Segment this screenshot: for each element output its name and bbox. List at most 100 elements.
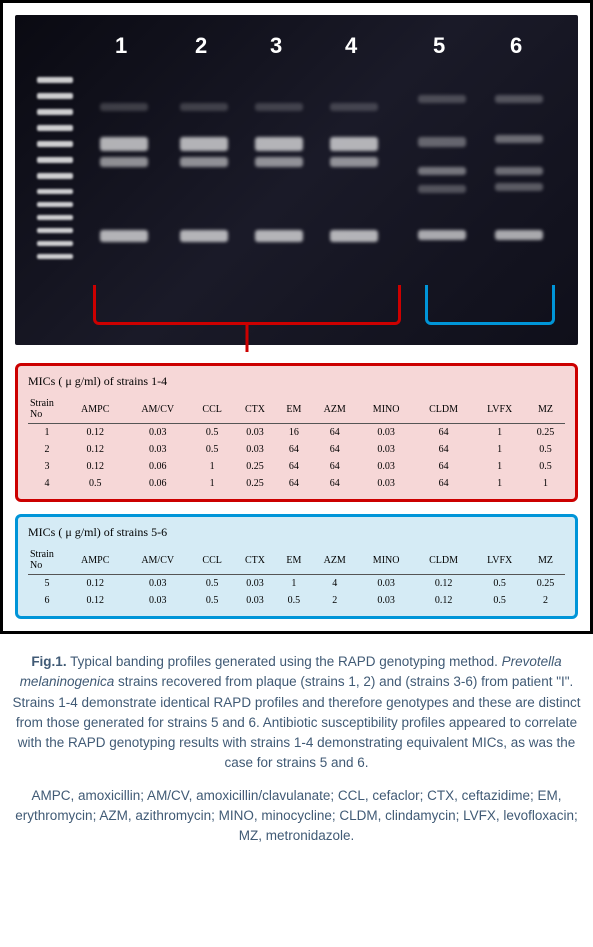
table-row: 30.120.0610.2564640.036410.5 [28, 458, 565, 475]
mic-cell: 64 [414, 424, 473, 442]
gel-band [495, 135, 543, 143]
mic-col-header: CTX [233, 395, 276, 424]
mic-cell: 64 [277, 475, 311, 491]
gel-band [180, 230, 228, 242]
mic-col-header: MZ [526, 546, 565, 575]
ladder-band [37, 241, 73, 246]
gel-band [330, 230, 378, 242]
mic-cell: 0.5 [66, 475, 124, 491]
mic-cell: 0.03 [233, 441, 276, 458]
gel-band [418, 230, 466, 240]
mic-cell: 0.03 [233, 424, 276, 442]
mic-col-header: EM [277, 546, 311, 575]
mic-col-header: LVFX [473, 546, 526, 575]
ladder-band [37, 125, 73, 131]
mic-cell: 0.03 [124, 575, 190, 593]
gel-band [418, 185, 466, 193]
mic-cell: 0.06 [124, 458, 190, 475]
mic-cell: 64 [277, 441, 311, 458]
mic-cell: 0.03 [358, 424, 413, 442]
mic-cell: 4 [28, 475, 66, 491]
abbreviations: AMPC, amoxicillin; AM/CV, amoxicillin/cl… [0, 782, 593, 857]
mic-cell: 16 [277, 424, 311, 442]
mic-col-header: CCL [191, 395, 233, 424]
ladder-band [37, 254, 73, 259]
lane-label-4: 4 [345, 33, 357, 59]
lane-1 [100, 75, 148, 305]
table-row: 10.120.030.50.0316640.036410.25 [28, 424, 565, 442]
mic-table-1-4: StrainNoAMPCAM/CVCCLCTXEMAZMMINOCLDMLVFX… [28, 395, 565, 491]
ladder-band [37, 77, 73, 83]
caption-text-1: Typical banding profiles generated using… [67, 654, 502, 669]
mic-col-header: CCL [191, 546, 233, 575]
dna-ladder [37, 77, 73, 287]
figure-frame: 123456 MICs ( μ g/ml) of strains 1-4 Str… [0, 0, 593, 634]
mic-table-1-4-box: MICs ( μ g/ml) of strains 1-4 StrainNoAM… [15, 363, 578, 502]
gel-band [100, 103, 148, 111]
gel-band [418, 137, 466, 147]
mic-cell: 64 [311, 458, 358, 475]
mic-table-5-6-box: MICs ( μ g/ml) of strains 5-6 StrainNoAM… [15, 514, 578, 619]
gel-image: 123456 [15, 15, 578, 345]
mic-col-header: MINO [358, 395, 413, 424]
mic-col-header: AZM [311, 546, 358, 575]
mic-cell: 0.03 [358, 592, 413, 608]
mic-cell: 1 [473, 475, 526, 491]
mic-cell: 0.03 [358, 441, 413, 458]
mic-cell: 0.12 [414, 592, 473, 608]
gel-band [495, 167, 543, 175]
gel-band [330, 137, 378, 151]
lane-5 [418, 75, 466, 305]
mic-cell: 0.03 [233, 575, 276, 593]
mic-col-header: MZ [526, 395, 565, 424]
lane-label-6: 6 [510, 33, 522, 59]
mic-cell: 0.12 [66, 458, 124, 475]
mic-cell: 1 [191, 458, 233, 475]
mic-col-header: EM [277, 395, 311, 424]
mic-cell: 4 [311, 575, 358, 593]
mic-cell: 0.5 [526, 441, 565, 458]
gel-band [255, 157, 303, 167]
mic-cell: 0.03 [124, 441, 190, 458]
mic-cell: 64 [311, 475, 358, 491]
gel-band [255, 103, 303, 111]
figure-label: Fig.1. [31, 654, 66, 669]
mic-col-header: AMPC [66, 395, 124, 424]
mic-cell: 0.03 [358, 575, 413, 593]
mic-cell: 0.5 [191, 575, 233, 593]
lane-label-3: 3 [270, 33, 282, 59]
mic-cell: 1 [473, 424, 526, 442]
mic-cell: 0.12 [66, 592, 124, 608]
gel-band [100, 230, 148, 242]
mic-cell: 0.25 [233, 475, 276, 491]
lane-4 [330, 75, 378, 305]
mic-cell: 0.12 [66, 441, 124, 458]
gel-band [418, 95, 466, 103]
gel-band [495, 230, 543, 240]
ladder-band [37, 189, 73, 194]
mic-cell: 1 [473, 458, 526, 475]
mic-cell: 64 [311, 441, 358, 458]
mic-cell: 0.25 [233, 458, 276, 475]
ladder-band [37, 93, 73, 99]
mic-cell: 1 [277, 575, 311, 593]
mic-cell: 1 [28, 424, 66, 442]
mic-cell: 2 [28, 441, 66, 458]
ladder-band [37, 173, 73, 179]
mic-col-header: AZM [311, 395, 358, 424]
mic-col-header: AM/CV [124, 546, 190, 575]
mic-cell: 1 [473, 441, 526, 458]
mic-cell: 64 [414, 458, 473, 475]
mic-cell: 0.03 [358, 475, 413, 491]
gel-band [255, 137, 303, 151]
mic-col-header: CTX [233, 546, 276, 575]
mic-cell: 0.5 [191, 441, 233, 458]
mic-cell: 0.25 [526, 424, 565, 442]
mic-cell: 64 [414, 475, 473, 491]
mic-cell: 64 [414, 441, 473, 458]
mic-cell: 0.12 [66, 575, 124, 593]
ladder-band [37, 202, 73, 207]
mic-cell: 6 [28, 592, 66, 608]
gel-band [330, 157, 378, 167]
gel-band [418, 167, 466, 175]
